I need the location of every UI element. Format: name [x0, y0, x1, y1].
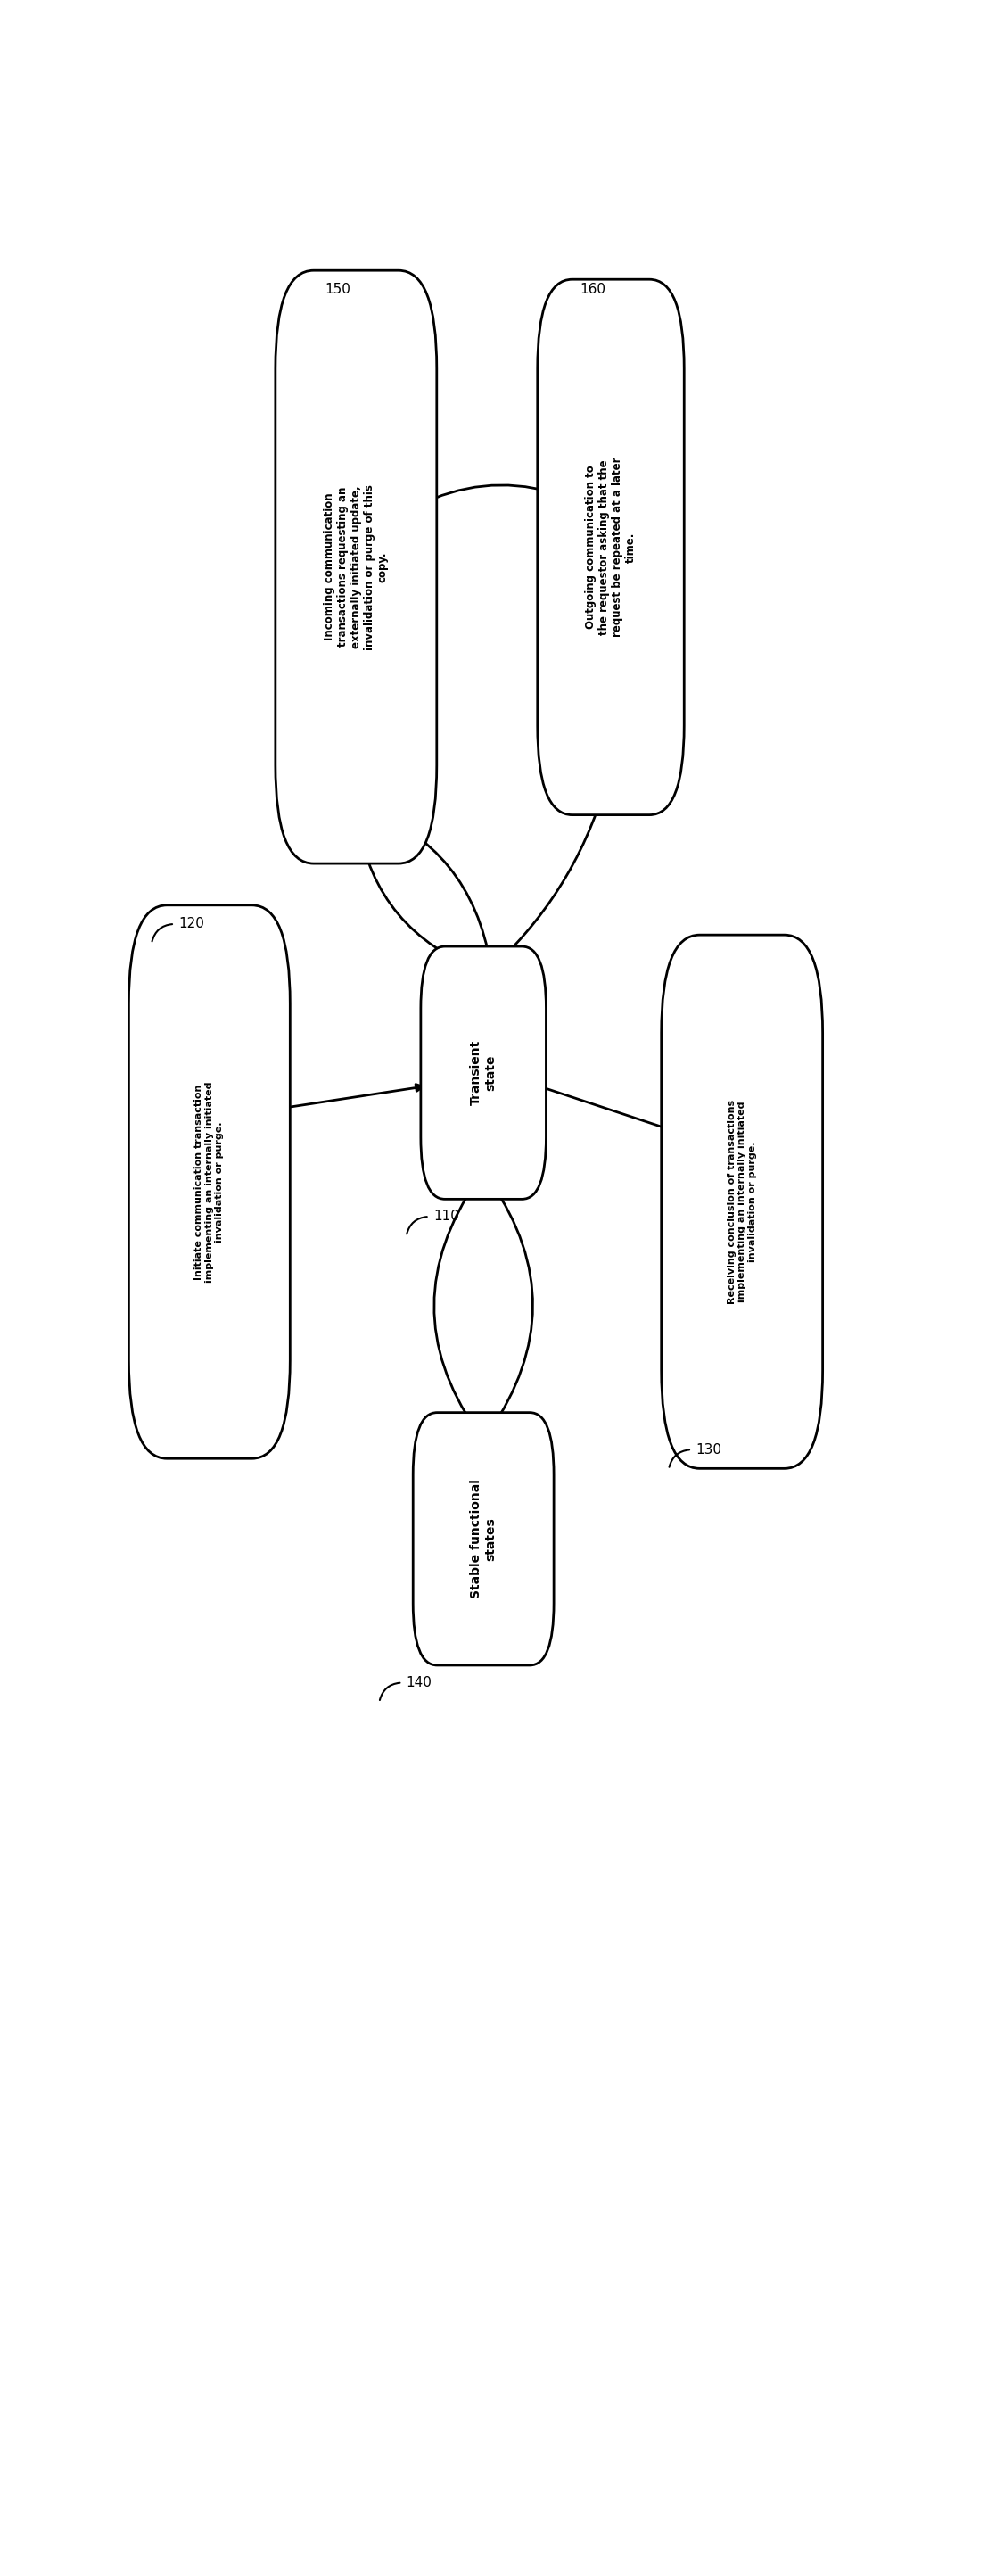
Text: Initiate communication transaction
implementing an internally initiated
invalida: Initiate communication transaction imple… — [194, 1082, 224, 1283]
Text: 140: 140 — [406, 1677, 432, 1690]
Text: Transient
state: Transient state — [470, 1041, 497, 1105]
Text: Incoming communication
transactions requesting an
externally initiated update,
i: Incoming communication transactions requ… — [324, 484, 388, 649]
Text: 160: 160 — [580, 283, 606, 296]
FancyBboxPatch shape — [661, 935, 823, 1468]
Text: 110: 110 — [433, 1211, 459, 1224]
FancyBboxPatch shape — [276, 270, 436, 863]
Text: 150: 150 — [325, 283, 351, 296]
Text: Receiving conclusion of transactions
implementing an internally initiated
invali: Receiving conclusion of transactions imp… — [727, 1100, 757, 1303]
FancyBboxPatch shape — [128, 904, 290, 1458]
Text: Outgoing communication to
the requestor asking that the
request be repeated at a: Outgoing communication to the requestor … — [585, 459, 636, 636]
Text: 120: 120 — [178, 917, 204, 930]
FancyBboxPatch shape — [538, 278, 684, 814]
Text: Stable functional
states: Stable functional states — [470, 1479, 497, 1600]
FancyBboxPatch shape — [420, 945, 546, 1198]
FancyBboxPatch shape — [413, 1412, 554, 1664]
Text: 130: 130 — [695, 1443, 721, 1455]
